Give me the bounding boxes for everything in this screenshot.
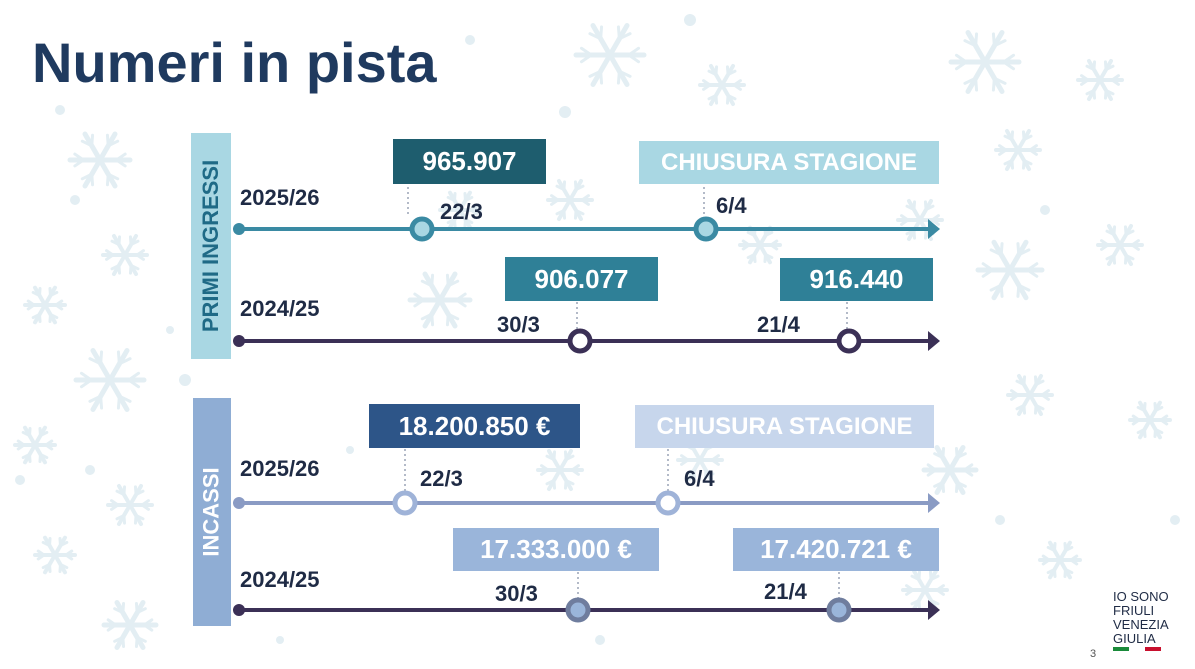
closing-box: CHIUSURA STAGIONE	[639, 141, 939, 184]
section-label-primi-ingressi: PRIMI INGRESSI	[191, 133, 231, 359]
snowflake-icon	[975, 239, 1045, 301]
snow-dot	[465, 35, 475, 45]
snow-dot	[684, 14, 696, 26]
date-label: 30/3	[495, 581, 538, 606]
page-number: 3	[1090, 648, 1097, 660]
value-box: 965.907	[393, 139, 546, 184]
timeline-arrow-icon	[928, 331, 940, 351]
snowflake-icon	[23, 285, 67, 325]
section-label-incassi: INCASSI	[193, 398, 231, 626]
timeline-node	[693, 216, 719, 242]
timeline-arrow-icon	[928, 600, 940, 620]
snow-dot	[1170, 515, 1180, 525]
logo-line: GIULIA	[1113, 631, 1156, 646]
snowflake-icon	[73, 348, 147, 412]
value-box: 17.333.000 €	[453, 528, 659, 571]
snowflake-icon	[13, 425, 57, 465]
timeline-node	[567, 328, 593, 354]
snowflake-icon	[101, 233, 149, 277]
timeline-start-dot	[233, 335, 245, 347]
snow-dot	[1040, 205, 1050, 215]
timeline-start-dot	[233, 604, 245, 616]
timeline-arrow-icon	[928, 219, 940, 239]
snowflake-icon	[33, 535, 77, 575]
snow-dot	[70, 195, 80, 205]
snowflake-icon	[1128, 400, 1172, 440]
date-label: 22/3	[440, 199, 483, 224]
snow-dot	[995, 515, 1005, 525]
region-logo: IO SONO FRIULI VENEZIA GIULIA	[1113, 590, 1169, 646]
snowflake-icon	[1038, 540, 1082, 580]
timeline-arrow-icon	[928, 493, 940, 513]
date-label: 6/4	[684, 466, 715, 491]
season-label: 2025/26	[240, 456, 320, 481]
snowflake-icon	[536, 448, 584, 492]
date-label: 30/3	[497, 312, 540, 337]
snow-dot	[179, 374, 191, 386]
snowflake-icon	[921, 444, 979, 496]
date-label: 6/4	[716, 193, 747, 218]
snowflake-icon	[676, 438, 724, 482]
timeline-node	[565, 597, 591, 623]
date-label: 21/4	[757, 312, 800, 337]
timeline-node	[655, 490, 681, 516]
snowflake-icon	[573, 23, 647, 87]
snowflake-icon	[67, 131, 133, 189]
snowflake-icon	[1096, 223, 1144, 267]
season-label: 2024/25	[240, 296, 320, 321]
timeline-node	[409, 216, 435, 242]
closing-box: CHIUSURA STAGIONE	[635, 405, 934, 448]
logo-flag-stripe	[1113, 647, 1161, 651]
date-label: 21/4	[764, 579, 807, 604]
snow-dot	[559, 106, 571, 118]
snowflake-icon	[1006, 373, 1054, 417]
snowflake-icon	[101, 599, 159, 651]
timeline-start-dot	[233, 223, 245, 235]
timeline-node	[826, 597, 852, 623]
snowflake-icon	[546, 178, 594, 222]
snow-dot	[276, 636, 284, 644]
timeline-node	[392, 490, 418, 516]
logo-line: IO SONO	[1113, 589, 1169, 604]
snowflake-icon	[698, 63, 746, 107]
date-label: 22/3	[420, 466, 463, 491]
timeline-node	[836, 328, 862, 354]
snow-dot	[85, 465, 95, 475]
snowflake-icon	[438, 190, 482, 230]
snowflake-icon	[407, 271, 473, 329]
logo-line: VENEZIA	[1113, 617, 1169, 632]
snowflake-icon	[901, 568, 949, 612]
value-box: 916.440	[780, 258, 933, 301]
timeline-start-dot	[233, 497, 245, 509]
value-box: 906.077	[505, 257, 658, 301]
value-box: 18.200.850 €	[369, 404, 580, 448]
snowflake-icon	[106, 483, 154, 527]
snow-dot	[15, 475, 25, 485]
page-title: Numeri in pista	[32, 31, 437, 94]
logo-line: FRIULI	[1113, 603, 1155, 618]
snow-dot	[166, 326, 174, 334]
snow-dot	[346, 446, 354, 454]
snowflake-icon	[948, 30, 1022, 94]
snow-dot	[55, 105, 65, 115]
season-label: 2025/26	[240, 185, 320, 210]
snowflake-icon	[994, 128, 1042, 172]
value-box: 17.420.721 €	[733, 528, 939, 571]
snow-dot	[595, 635, 605, 645]
snowflake-icon	[1076, 58, 1124, 102]
season-label: 2024/25	[240, 567, 320, 592]
